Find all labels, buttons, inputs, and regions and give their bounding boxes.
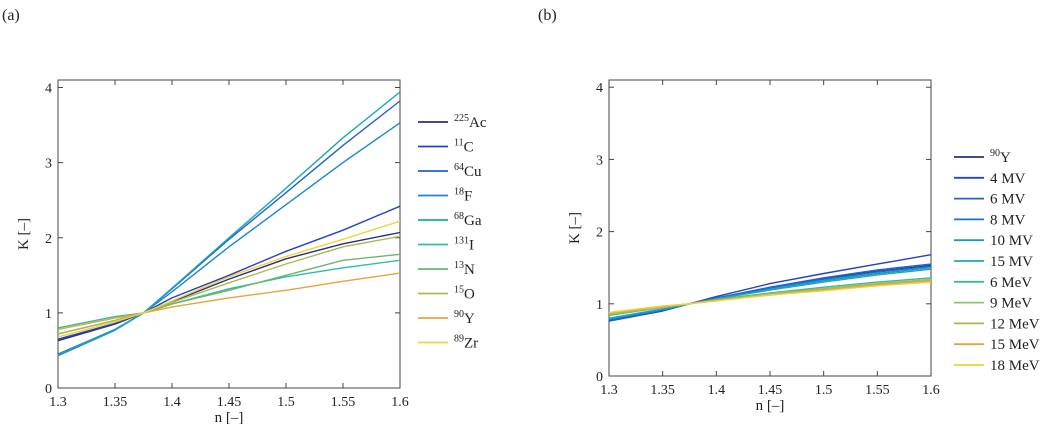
x-tick-label: 1.6 bbox=[391, 395, 409, 410]
series-line bbox=[57, 259, 401, 329]
series-line bbox=[57, 235, 401, 335]
series-line bbox=[57, 205, 401, 340]
chart-panel-b: (b) 1.3 1.35 1.4 1.45 1.5 1.55 1.6 0 1 2 3 4 n [–] K [… bbox=[538, 7, 1040, 414]
y-tick-label: 2 bbox=[596, 226, 603, 241]
y-tick-label: 2 bbox=[45, 232, 52, 247]
legend-label: 6 MV bbox=[990, 192, 1026, 208]
legend-label: 11C bbox=[454, 138, 474, 156]
x-tick-label: 1.4 bbox=[163, 395, 181, 410]
legend-label: 90Y bbox=[454, 309, 475, 327]
x-tick-label: 1.5 bbox=[815, 383, 833, 398]
panel-label: (a) bbox=[2, 7, 20, 24]
legend-superscript: 90 bbox=[990, 148, 1000, 159]
y-tick-label: 0 bbox=[596, 370, 603, 385]
legend-base: Ac bbox=[469, 115, 487, 131]
series-line bbox=[57, 220, 401, 338]
legend-superscript: 89 bbox=[454, 334, 464, 345]
legend-base: C bbox=[464, 140, 474, 156]
x-tick-label: 1.35 bbox=[103, 395, 128, 410]
y-tick-label: 4 bbox=[596, 81, 603, 96]
legend-superscript: 225 bbox=[454, 113, 469, 124]
x-axis-label: n [–] bbox=[756, 398, 785, 414]
y-tick-label: 0 bbox=[45, 382, 52, 397]
legend-superscript: 13 bbox=[454, 260, 464, 271]
x-tick-label: 1.35 bbox=[650, 383, 675, 398]
x-tick-label: 1.3 bbox=[600, 383, 618, 398]
plot-frame bbox=[608, 79, 932, 377]
series-line bbox=[57, 91, 401, 356]
x-tick-label: 1.3 bbox=[49, 395, 67, 410]
x-tick-label: 1.45 bbox=[217, 395, 242, 410]
plot-frame bbox=[57, 79, 401, 389]
legend-label: 15O bbox=[454, 285, 475, 303]
legend-label: 10 MV bbox=[990, 233, 1033, 249]
legend-label: 8 MV bbox=[990, 212, 1026, 228]
legend-base: Zr bbox=[464, 336, 478, 352]
x-axis-label: n [–] bbox=[215, 410, 244, 424]
x-tick-label: 1.6 bbox=[922, 383, 940, 398]
legend-superscript: 64 bbox=[454, 162, 464, 173]
legend-base: Y bbox=[1000, 150, 1011, 166]
legend-base: N bbox=[464, 262, 475, 278]
y-tick-label: 3 bbox=[45, 157, 52, 172]
y-tick-label: 4 bbox=[45, 82, 52, 97]
legend-base: Y bbox=[464, 311, 475, 327]
legend-base: Ga bbox=[464, 213, 482, 229]
legend-superscript: 11 bbox=[454, 138, 464, 149]
x-tick-label: 1.5 bbox=[277, 395, 295, 410]
legend-label: 13N bbox=[454, 260, 475, 278]
x-tick-label: 1.55 bbox=[331, 395, 356, 410]
y-tick-label: 1 bbox=[45, 307, 52, 322]
legend-label: 225Ac bbox=[454, 113, 487, 131]
y-tick-label: 1 bbox=[596, 298, 603, 313]
legend-label: 4 MV bbox=[990, 171, 1026, 187]
legend-label: 64Cu bbox=[454, 162, 482, 180]
legend-label: 18 MeV bbox=[990, 358, 1040, 374]
legend-label: 90Y bbox=[990, 148, 1011, 166]
legend-superscript: 131 bbox=[454, 236, 469, 247]
panel-label: (b) bbox=[538, 7, 557, 24]
x-tick-label: 1.45 bbox=[758, 383, 783, 398]
legend-label: 89Zr bbox=[454, 334, 478, 352]
y-axis-label: K [–] bbox=[16, 218, 32, 250]
legend-label: 12 MeV bbox=[990, 316, 1040, 332]
series-line bbox=[57, 272, 401, 331]
legend-label: 131I bbox=[454, 236, 474, 254]
chart-panel-a: (a) 1.3 1.35 1.4 1.45 1.5 1.55 1.6 0 1 2 3 4 n [–] K [… bbox=[2, 7, 487, 424]
legend-label: 68Ga bbox=[454, 211, 482, 229]
legend-label: 15 MV bbox=[990, 254, 1033, 270]
legend-base: Cu bbox=[464, 164, 482, 180]
legend-superscript: 90 bbox=[454, 309, 464, 320]
legend-base: F bbox=[464, 189, 472, 205]
legend-base: I bbox=[469, 238, 474, 254]
y-axis-label: K [–] bbox=[567, 212, 583, 244]
legend-label: 15 MeV bbox=[990, 337, 1040, 353]
x-tick-label: 1.55 bbox=[865, 383, 890, 398]
legend-superscript: 15 bbox=[454, 285, 464, 296]
legend-superscript: 18 bbox=[454, 187, 464, 198]
y-tick-label: 3 bbox=[596, 153, 603, 168]
x-tick-label: 1.4 bbox=[708, 383, 726, 398]
legend-label: 9 MeV bbox=[990, 296, 1032, 312]
series-line bbox=[608, 268, 932, 319]
legend-label: 18F bbox=[454, 187, 472, 205]
legend-superscript: 68 bbox=[454, 211, 464, 222]
series-line bbox=[608, 281, 932, 314]
legend-base: O bbox=[464, 287, 475, 303]
legend-label: 6 MeV bbox=[990, 275, 1032, 291]
